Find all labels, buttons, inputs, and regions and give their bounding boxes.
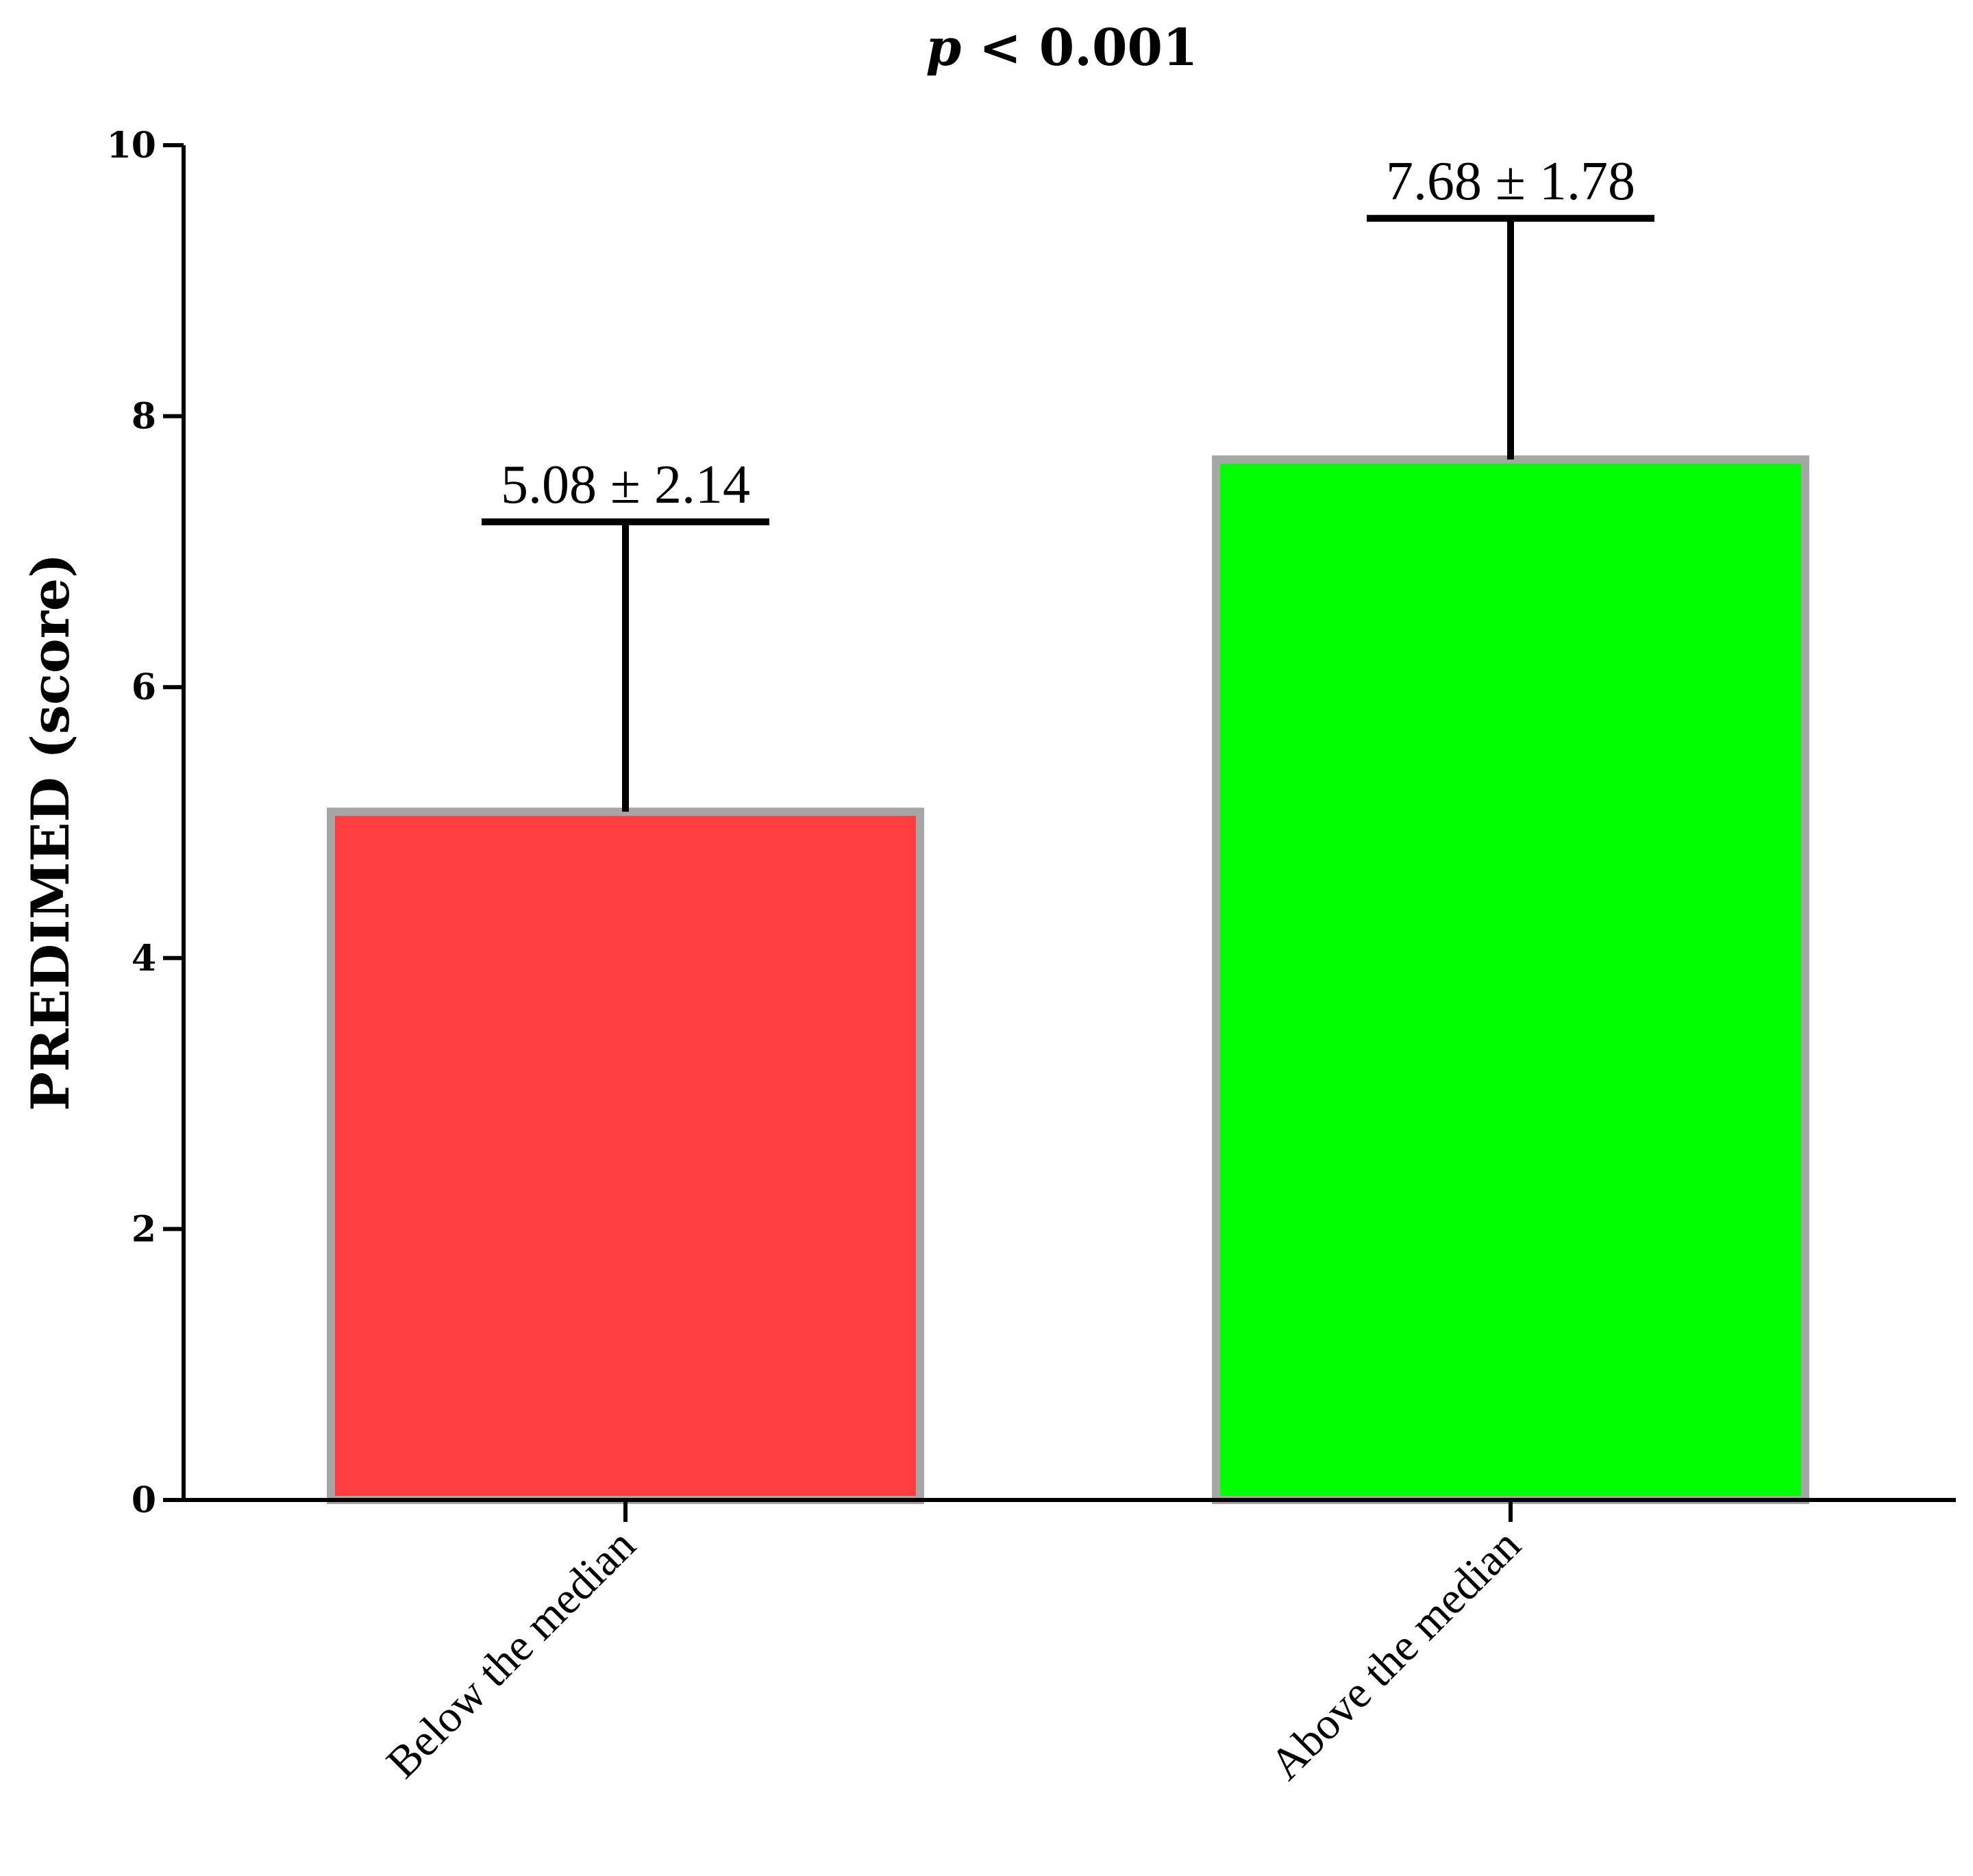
chart-title-p: p (926, 18, 962, 77)
data-labels: 5.08 ± 2.14 7.68 ± 1.78 (501, 151, 1635, 515)
x-tick-label-1: Below the median (377, 1520, 645, 1788)
bar-1 (327, 808, 924, 1504)
bars (327, 455, 1809, 1504)
bar-2 (1212, 455, 1809, 1504)
y-tick-label-3: 6 (132, 666, 156, 708)
error-bars (482, 214, 1654, 812)
y-tick-label-0: 0 (132, 1479, 156, 1521)
chart-title-rest: < 0.001 (961, 18, 1198, 77)
x-tick-label-2: Above the median (1261, 1520, 1530, 1790)
y-tick-label-4: 8 (132, 396, 156, 438)
chart-title: p < 0.001 (926, 18, 1198, 77)
y-tick-label-1: 2 (132, 1208, 156, 1250)
y-axis-label: PREDIMED (score) (20, 553, 81, 1111)
data-label-2: 7.68 ± 1.78 (1386, 151, 1635, 212)
y-axis: 0 2 4 6 8 10 (107, 125, 186, 1521)
y-tick-label-5: 10 (107, 125, 156, 166)
y-tick-label-2: 4 (132, 938, 156, 979)
data-label-1: 5.08 ± 2.14 (501, 455, 750, 515)
x-axis: Below the median Above the median (182, 1498, 1956, 1790)
